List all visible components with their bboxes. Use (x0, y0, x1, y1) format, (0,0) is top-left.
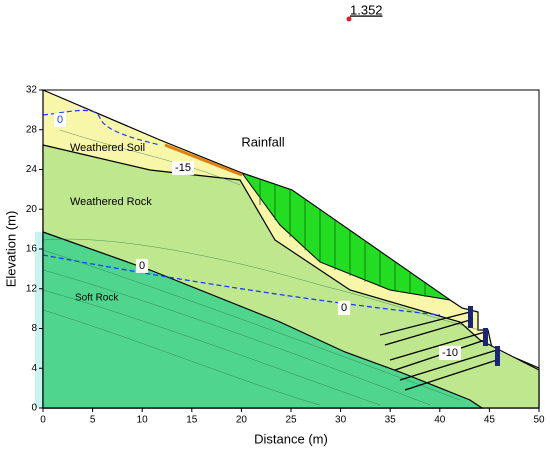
annotation: 0 (341, 302, 347, 314)
y-tick-label: 32 (26, 85, 38, 96)
surface-layer (164, 143, 243, 177)
y-tick-label: 8 (31, 323, 37, 334)
x-tick-label: 10 (137, 415, 149, 426)
y-tick-label: 4 (31, 363, 37, 374)
wall (468, 306, 473, 328)
x-tick-label: 45 (484, 415, 496, 426)
water-table (42, 254, 441, 316)
x-tick-label: 5 (90, 415, 96, 426)
y-axis-title: Elevation (m) (3, 211, 18, 288)
annotation: 0 (57, 114, 63, 126)
y-tick-label: 16 (26, 244, 38, 255)
y-tick-label: 20 (26, 204, 38, 215)
annotation: Weathered Rock (70, 196, 152, 208)
annotation: Rainfall (241, 134, 284, 149)
x-tick-label: 30 (335, 415, 347, 426)
y-tick-label: 12 (26, 283, 38, 294)
annotation: 0 (139, 260, 145, 272)
x-tick-label: 50 (533, 415, 545, 426)
label-box (172, 160, 194, 175)
slices (259, 179, 426, 297)
annotation: Soft Rock (75, 293, 119, 304)
label-box (337, 300, 351, 315)
pressure-contour (42, 109, 161, 146)
label-box (439, 345, 461, 360)
annotation: -10 (442, 347, 458, 359)
x-tick-label: 25 (285, 415, 297, 426)
boundary-strip (35, 232, 43, 408)
failure-mass (240, 172, 451, 301)
label-box (135, 258, 149, 273)
y-tick-label: 24 (26, 164, 38, 175)
wall (495, 346, 500, 366)
x-tick-label: 20 (236, 415, 248, 426)
y-tick-label: 28 (26, 124, 38, 135)
wall (483, 328, 488, 346)
annotation: Weathered Soil (70, 142, 145, 154)
x-tick-label: 40 (434, 415, 446, 426)
slip-center (346, 16, 352, 22)
contours (42, 129, 481, 406)
x-tick-label: 0 (40, 415, 46, 426)
annotation: 1.352 (350, 2, 383, 17)
label-box (53, 112, 67, 127)
annotation: -15 (175, 162, 191, 174)
y-tick-label: 0 (31, 403, 37, 414)
x-tick-label: 35 (385, 415, 397, 426)
x-tick-label: 15 (186, 415, 198, 426)
x-axis-title: Distance (m) (254, 431, 328, 446)
